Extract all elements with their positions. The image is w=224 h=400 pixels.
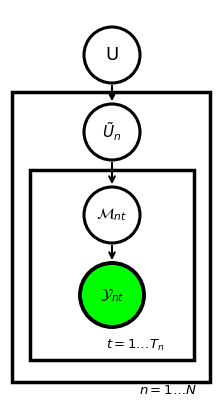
Ellipse shape <box>84 187 140 243</box>
Text: $n=1\ldots N$: $n=1\ldots N$ <box>139 384 197 396</box>
Text: $t=1\ldots T_n$: $t=1\ldots T_n$ <box>106 338 164 352</box>
Ellipse shape <box>80 263 144 327</box>
Text: U: U <box>105 46 119 64</box>
Ellipse shape <box>84 104 140 160</box>
Ellipse shape <box>84 27 140 83</box>
Text: $\tilde{U}_n$: $\tilde{U}_n$ <box>102 121 122 143</box>
Bar <box>30 170 194 360</box>
Bar <box>12 92 210 382</box>
Text: $\mathcal{Y}_{nt}$: $\mathcal{Y}_{nt}$ <box>100 286 124 304</box>
Text: $\mathcal{M}_{nt}$: $\mathcal{M}_{nt}$ <box>96 207 128 223</box>
